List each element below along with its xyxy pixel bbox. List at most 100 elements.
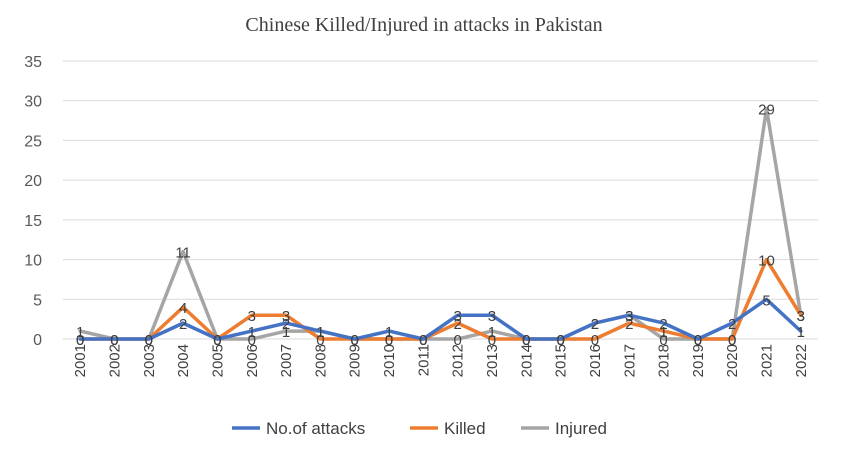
x-tick-label: 2005 xyxy=(209,344,226,377)
data-label: 1 xyxy=(282,324,290,341)
data-label: 0 xyxy=(556,332,564,349)
y-tick-label: 25 xyxy=(24,133,42,150)
series-line-injured xyxy=(78,106,803,341)
data-label: 0 xyxy=(659,332,667,349)
data-label: 0 xyxy=(213,332,221,349)
data-label: 0 xyxy=(76,332,84,349)
x-tick-label: 2012 xyxy=(450,344,467,377)
data-label: 0 xyxy=(385,332,393,349)
data-label: 2 xyxy=(453,316,461,333)
data-label: 0 xyxy=(213,332,221,349)
data-label: 2 xyxy=(591,316,599,333)
data-label: 0 xyxy=(694,332,702,349)
x-tick-label: 2008 xyxy=(312,344,329,377)
data-label: 0 xyxy=(453,332,461,349)
data-label: 4 xyxy=(179,300,187,317)
series-line-killed xyxy=(78,257,803,341)
data-label: 0 xyxy=(145,332,153,349)
legend-item: Injured xyxy=(521,419,607,438)
x-tick-label: 2010 xyxy=(381,344,398,377)
data-label: 1 xyxy=(248,324,256,341)
data-label: 0 xyxy=(110,332,118,349)
data-label: 2 xyxy=(282,316,290,333)
data-label: 0 xyxy=(694,332,702,349)
x-tick-label: 2006 xyxy=(244,344,261,377)
data-label: 0 xyxy=(351,332,359,349)
data-label: 0 xyxy=(110,332,118,349)
data-label: 3 xyxy=(625,308,633,325)
legend: No.of attacks Killed Injured xyxy=(232,419,607,438)
data-label: 1 xyxy=(76,324,84,341)
x-tick-label: 2004 xyxy=(175,344,192,377)
data-label: 0 xyxy=(522,332,530,349)
y-tick-label: 5 xyxy=(33,292,42,309)
data-label: 0 xyxy=(694,332,702,349)
y-tick-label: 0 xyxy=(33,332,42,349)
x-axis-ticks: 2001 2002 2003 2004 2005 2006 2007 2008 2009 2010… xyxy=(72,344,810,377)
data-label: 2 xyxy=(659,316,667,333)
data-label: 2 xyxy=(591,316,599,333)
data-label: 0 xyxy=(419,332,427,349)
x-tick-label: 2020 xyxy=(724,344,741,377)
data-label: 3 xyxy=(797,308,805,325)
series-line-no-of-attacks xyxy=(78,297,803,341)
data-label: 0 xyxy=(591,332,599,349)
data-label: 10 xyxy=(758,253,775,270)
x-tick-label: 2015 xyxy=(553,344,570,377)
data-label: 0 xyxy=(351,332,359,349)
y-tick-label: 15 xyxy=(24,213,42,230)
data-label: 1 xyxy=(385,324,393,341)
data-label: 11 xyxy=(175,245,191,262)
legend-item: No.of attacks xyxy=(232,419,365,438)
data-label: 2 xyxy=(179,316,187,333)
data-label: 2 xyxy=(728,316,736,333)
data-label: 0 xyxy=(419,332,427,349)
data-label: 29 xyxy=(758,102,775,119)
data-label: 3 xyxy=(248,308,256,325)
x-tick-label: 2002 xyxy=(106,344,123,377)
x-tick-label: 2007 xyxy=(278,344,295,377)
x-tick-label: 2009 xyxy=(347,344,364,377)
x-tick-label: 2022 xyxy=(793,344,810,377)
data-label: 2 xyxy=(625,316,633,333)
data-label: 0 xyxy=(556,332,564,349)
chart-title: Chinese Killed/Injured in attacks in Pak… xyxy=(245,14,602,36)
legend-label: Injured xyxy=(555,419,607,438)
x-tick-label: 2017 xyxy=(621,344,638,377)
x-tick-label: 2011 xyxy=(415,344,432,376)
data-label: 0 xyxy=(488,332,496,349)
x-tick-label: 2019 xyxy=(690,344,707,377)
legend-label: Killed xyxy=(444,419,486,438)
data-label: 1 xyxy=(659,324,667,341)
x-tick-label: 2016 xyxy=(587,344,604,377)
data-label: 3 xyxy=(453,308,461,325)
y-tick-label: 10 xyxy=(24,253,42,270)
data-label: 0 xyxy=(728,332,736,349)
data-label: 5 xyxy=(762,292,770,309)
x-tick-label: 2013 xyxy=(484,344,501,377)
x-tick-label: 2003 xyxy=(141,344,158,377)
legend-label: No.of attacks xyxy=(266,419,365,438)
data-label: 0 xyxy=(110,332,118,349)
data-label: 0 xyxy=(145,332,153,349)
x-tick-label: 2001 xyxy=(72,344,89,377)
data-label: 1 xyxy=(797,324,805,341)
y-tick-label: 30 xyxy=(24,94,42,111)
x-tick-label: 2018 xyxy=(656,344,673,377)
data-label: 0 xyxy=(522,332,530,349)
data-label: 0 xyxy=(556,332,564,349)
data-label: 0 xyxy=(522,332,530,349)
legend-item: Killed xyxy=(410,419,486,438)
gridlines xyxy=(63,60,818,340)
data-label: 0 xyxy=(76,332,84,349)
x-tick-label: 2021 xyxy=(759,344,776,377)
data-label: 1 xyxy=(488,324,496,341)
data-label: 0 xyxy=(145,332,153,349)
y-axis-ticks: 0 5 10 15 20 25 30 35 xyxy=(24,54,42,349)
y-tick-label: 35 xyxy=(24,54,42,71)
data-label: 0 xyxy=(248,332,256,349)
data-label: 0 xyxy=(385,332,393,349)
data-label: 0 xyxy=(419,332,427,349)
